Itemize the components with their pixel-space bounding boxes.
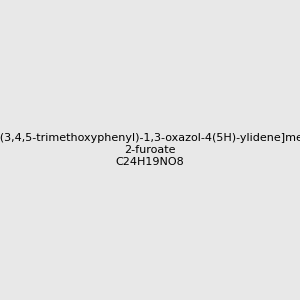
Text: 2-{[5-oxo-2-(3,4,5-trimethoxyphenyl)-1,3-oxazol-4(5H)-ylidene]methyl}phenyl 2-fu: 2-{[5-oxo-2-(3,4,5-trimethoxyphenyl)-1,3… xyxy=(0,134,300,166)
